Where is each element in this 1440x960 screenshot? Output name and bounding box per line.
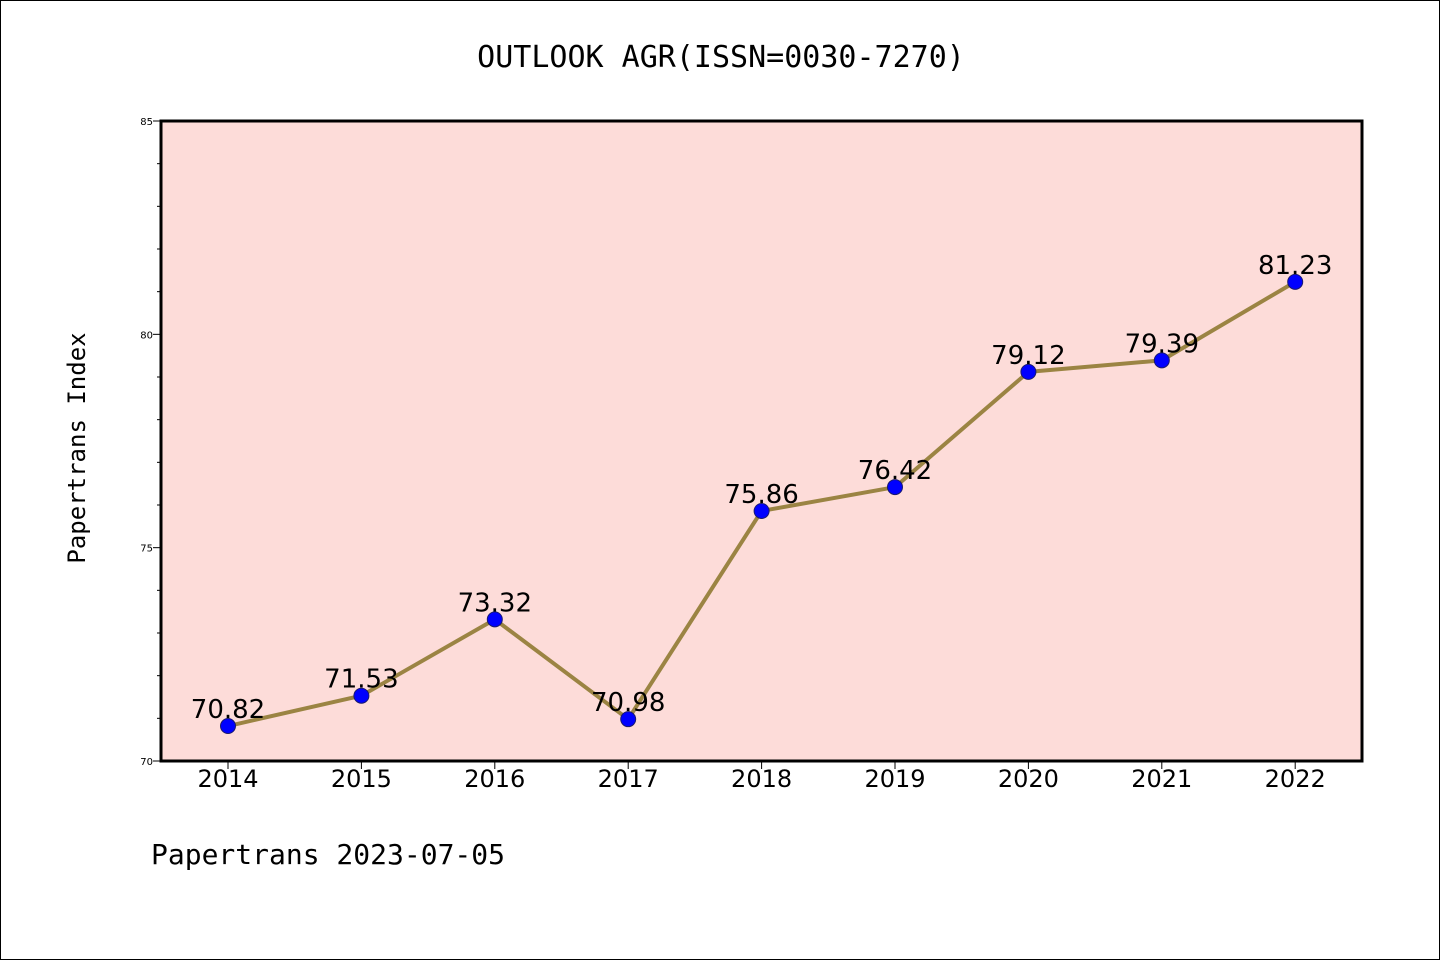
x-axis: 2014 2015 2016 2017 2018 2019 2020 2021 2022 [197, 761, 1326, 793]
data-label: 81.23 [1258, 251, 1332, 281]
x-tick-label: 2019 [864, 765, 925, 793]
footer-date: Papertrans 2023-07-05 [151, 838, 505, 871]
y-axis-label: Papertrans Index [63, 332, 91, 563]
x-tick-label: 2017 [598, 765, 659, 793]
data-label: 70.82 [191, 695, 265, 725]
x-tick-label: 2020 [998, 765, 1059, 793]
y-tick-label: 80 [140, 330, 153, 341]
data-point [1020, 363, 1037, 380]
data-point [1153, 352, 1170, 369]
chart-title: OUTLOOK AGR(ISSN=0030-7270) [477, 40, 965, 75]
data-label: 70.98 [591, 688, 665, 718]
data-point [887, 479, 903, 496]
plot-area [161, 121, 1362, 761]
y-tick-label: 75 [140, 544, 153, 555]
data-labels: 70.82 71.53 73.32 70.98 75.86 76.42 79.12 79.39… [191, 251, 1333, 725]
plot-border [159, 119, 1364, 763]
data-point [486, 611, 503, 628]
data-points [220, 273, 1304, 735]
y-tick-label: 85 [140, 117, 153, 128]
x-tick-label: 2015 [331, 765, 392, 793]
data-label: 79.39 [1125, 329, 1199, 359]
data-point [1287, 273, 1304, 290]
data-point [620, 711, 637, 728]
x-tick-label: 2014 [197, 765, 258, 793]
data-label: 75.86 [724, 480, 798, 510]
data-point [220, 718, 236, 735]
x-tick-label: 2021 [1131, 765, 1192, 793]
data-label: 79.12 [991, 341, 1065, 371]
data-label: 71.53 [324, 665, 398, 695]
x-tick-label: 2022 [1265, 765, 1326, 793]
x-tick-label: 2018 [731, 765, 792, 793]
data-label: 73.32 [458, 588, 532, 618]
x-tick-label: 2016 [464, 765, 525, 793]
y-axis: 70 75 80 85 [140, 117, 161, 768]
data-point [753, 502, 770, 519]
data-point [353, 687, 370, 704]
y-tick-label: 70 [140, 757, 153, 768]
data-label: 76.42 [858, 456, 932, 486]
